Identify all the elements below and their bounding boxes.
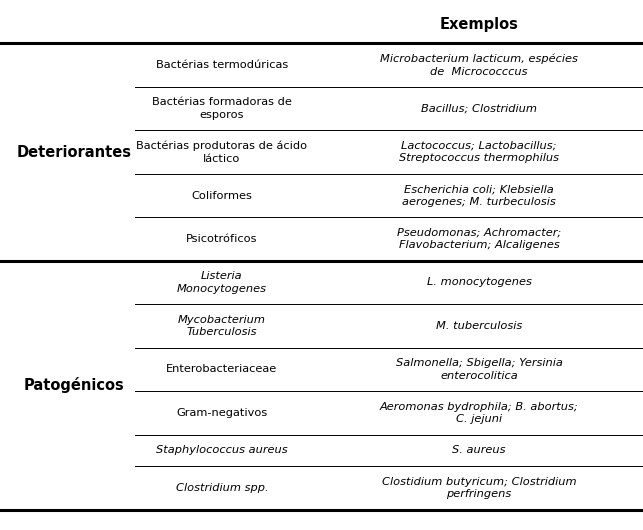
Text: S. aureus: S. aureus — [452, 446, 506, 455]
Text: Exemplos: Exemplos — [440, 17, 518, 32]
Text: Aeromonas bydrophila; B. abortus;
C. jejuni: Aeromonas bydrophila; B. abortus; C. jej… — [379, 402, 579, 424]
Text: Pseudomonas; Achromacter;
Flavobacterium; Alcaligenes: Pseudomonas; Achromacter; Flavobacterium… — [397, 228, 561, 250]
Text: Patogénicos: Patogénicos — [24, 377, 124, 393]
Text: Listeria
Monocytogenes: Listeria Monocytogenes — [177, 271, 267, 294]
Text: Psicotróficos: Psicotróficos — [186, 234, 258, 244]
Text: Bactérias termodúricas: Bactérias termodúricas — [156, 60, 288, 70]
Text: Bactérias produtoras de ácido
láctico: Bactérias produtoras de ácido láctico — [136, 140, 307, 164]
Text: Staphylococcus aureus: Staphylococcus aureus — [156, 446, 287, 455]
Text: M. tuberculosis: M. tuberculosis — [436, 321, 522, 331]
Text: Mycobacterium
Tuberculosis: Mycobacterium Tuberculosis — [178, 315, 266, 337]
Text: Salmonella; Sbigella; Yersinia
enterocolitica: Salmonella; Sbigella; Yersinia enterocol… — [395, 358, 563, 381]
Text: Bactérias formadoras de
esporos: Bactérias formadoras de esporos — [152, 98, 292, 120]
Text: Clostidium butyricum; Clostridium
perfringens: Clostidium butyricum; Clostridium perfri… — [382, 477, 576, 499]
Text: Microbacterium lacticum, espécies
de  Micrococccus: Microbacterium lacticum, espécies de Mic… — [380, 54, 578, 77]
Text: L. monocytogenes: L. monocytogenes — [426, 278, 532, 287]
Text: Lactococcus; Lactobacillus;
Streptococcus thermophilus: Lactococcus; Lactobacillus; Streptococcu… — [399, 141, 559, 163]
Text: Gram-negativos: Gram-negativos — [176, 408, 267, 418]
Text: Escherichia coli; Klebsiella
aerogenes; M. turbeculosis: Escherichia coli; Klebsiella aerogenes; … — [402, 184, 556, 207]
Text: Coliformes: Coliformes — [192, 191, 252, 200]
Text: Bacillus; Clostridium: Bacillus; Clostridium — [421, 104, 537, 113]
Text: Deteriorantes: Deteriorantes — [17, 145, 131, 160]
Text: Clostridium spp.: Clostridium spp. — [176, 483, 268, 493]
Text: Enterobacteriaceae: Enterobacteriaceae — [166, 365, 278, 374]
